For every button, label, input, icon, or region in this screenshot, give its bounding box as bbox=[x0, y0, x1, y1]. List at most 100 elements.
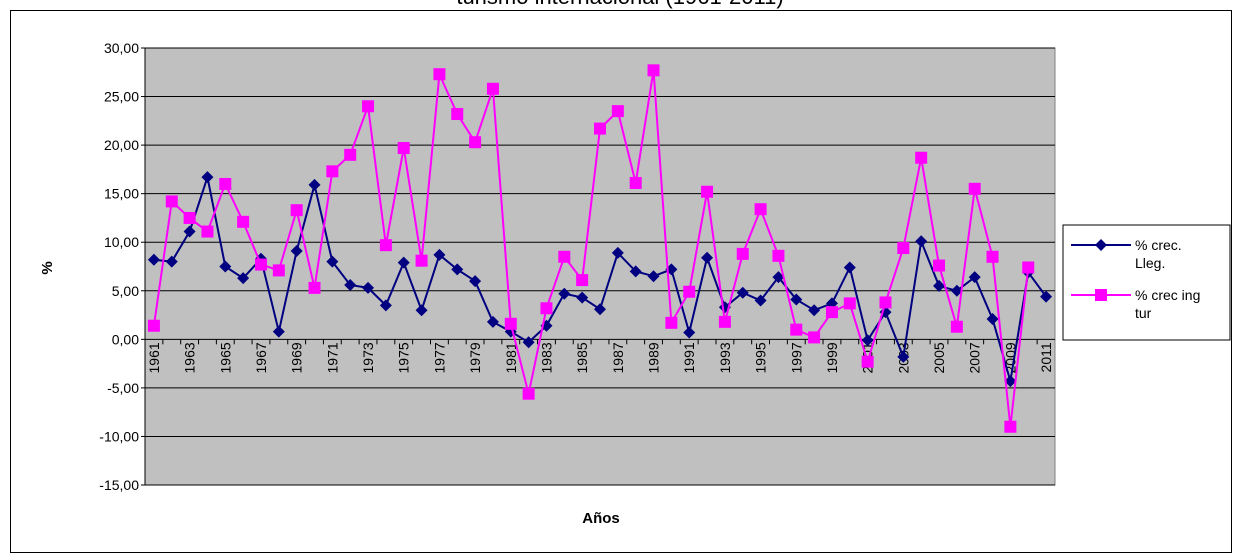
marker-square bbox=[576, 274, 589, 287]
x-tick-label: 1977 bbox=[431, 342, 447, 373]
marker-square bbox=[861, 355, 874, 368]
marker-diamond bbox=[326, 255, 339, 268]
marker-diamond bbox=[1040, 290, 1053, 303]
x-tick-label: 2011 bbox=[1038, 342, 1054, 372]
marker-square bbox=[665, 316, 678, 329]
marker-diamond bbox=[683, 326, 696, 339]
y-tick-label: 15,00 bbox=[104, 186, 139, 202]
x-tick-label: 1993 bbox=[717, 342, 733, 373]
marker-diamond bbox=[469, 275, 482, 288]
marker-diamond bbox=[701, 251, 714, 264]
marker-square bbox=[790, 323, 803, 336]
marker-diamond bbox=[397, 256, 410, 269]
marker-square bbox=[522, 387, 535, 400]
x-tick-label: 1981 bbox=[503, 342, 519, 373]
chart-title: turismo internacional (1961-2011) bbox=[456, 0, 783, 9]
marker-diamond bbox=[308, 178, 321, 191]
marker-diamond bbox=[558, 287, 571, 300]
marker-diamond bbox=[861, 334, 874, 347]
marker-diamond bbox=[772, 271, 785, 284]
marker-square bbox=[469, 136, 482, 149]
x-axis-label: Años bbox=[582, 510, 620, 527]
marker-square bbox=[736, 247, 749, 260]
y-tick-label: 30,00 bbox=[104, 40, 139, 56]
marker-diamond bbox=[433, 248, 446, 261]
x-tick-label: 1983 bbox=[538, 342, 554, 373]
marker-diamond bbox=[451, 263, 464, 276]
y-axis-label: % bbox=[39, 261, 56, 274]
marker-diamond bbox=[486, 315, 499, 328]
marker-diamond bbox=[272, 325, 285, 338]
marker-square bbox=[843, 297, 856, 310]
plot-area bbox=[144, 47, 1056, 486]
y-tick-label: 0,00 bbox=[112, 331, 139, 347]
marker-diamond bbox=[183, 225, 196, 238]
marker-square bbox=[825, 306, 838, 319]
marker-square bbox=[879, 296, 892, 309]
x-tick-label: 2007 bbox=[967, 342, 983, 373]
marker-square bbox=[1004, 420, 1017, 433]
x-tick-label: 1989 bbox=[646, 342, 662, 373]
x-tick-label: 1963 bbox=[182, 342, 198, 373]
legend-marker bbox=[1095, 239, 1107, 251]
marker-square bbox=[611, 105, 624, 118]
marker-diamond bbox=[790, 293, 803, 306]
marker-diamond bbox=[897, 350, 910, 363]
marker-square bbox=[344, 148, 357, 161]
x-tick-label: 2005 bbox=[931, 342, 947, 373]
marker-diamond bbox=[986, 312, 999, 325]
marker-diamond bbox=[950, 284, 963, 297]
x-tick-label: 1991 bbox=[681, 342, 697, 373]
marker-square bbox=[647, 64, 660, 77]
x-tick-label: 1967 bbox=[253, 342, 269, 373]
marker-diamond bbox=[165, 255, 178, 268]
legend-box bbox=[1062, 224, 1231, 341]
marker-square bbox=[808, 331, 821, 344]
marker-square bbox=[540, 302, 553, 315]
marker-square bbox=[950, 320, 963, 333]
marker-diamond bbox=[968, 271, 981, 284]
marker-square bbox=[933, 259, 946, 272]
marker-diamond bbox=[147, 253, 160, 266]
x-tick-label: 1985 bbox=[574, 342, 590, 373]
marker-diamond bbox=[594, 303, 606, 316]
marker-square bbox=[397, 142, 410, 155]
marker-square bbox=[254, 258, 267, 271]
legend-marker bbox=[1095, 289, 1107, 301]
marker-diamond bbox=[915, 235, 928, 248]
marker-square bbox=[219, 177, 232, 190]
x-tick-label: 1987 bbox=[610, 342, 626, 373]
marker-square bbox=[486, 82, 499, 95]
marker-diamond bbox=[933, 279, 946, 292]
marker-square bbox=[362, 100, 375, 113]
marker-square bbox=[451, 108, 464, 121]
marker-diamond bbox=[219, 260, 232, 273]
marker-diamond bbox=[415, 304, 428, 317]
marker-diamond bbox=[736, 286, 749, 299]
marker-square bbox=[504, 317, 517, 330]
marker-square bbox=[237, 215, 250, 228]
marker-square bbox=[1022, 261, 1035, 274]
x-tick-label: 1999 bbox=[824, 342, 840, 373]
marker-diamond bbox=[843, 261, 856, 274]
y-tick-label: -15,00 bbox=[99, 477, 139, 493]
marker-diamond bbox=[237, 272, 250, 285]
series-line bbox=[152, 70, 1030, 427]
marker-square bbox=[968, 182, 981, 195]
marker-square bbox=[594, 122, 606, 135]
marker-diamond bbox=[647, 270, 660, 283]
x-tick-label: 1973 bbox=[360, 342, 376, 373]
marker-diamond bbox=[290, 244, 303, 257]
x-tick-label: 1971 bbox=[324, 342, 340, 373]
x-tick-label: 1979 bbox=[467, 342, 483, 373]
marker-square bbox=[629, 176, 642, 189]
marker-square bbox=[754, 203, 767, 216]
x-tick-label: 1975 bbox=[396, 342, 412, 373]
marker-square bbox=[308, 281, 321, 294]
marker-diamond bbox=[362, 281, 375, 294]
marker-diamond bbox=[808, 304, 821, 317]
marker-square bbox=[272, 264, 285, 277]
legend-label: % crec ing tur bbox=[1135, 287, 1200, 321]
marker-square bbox=[897, 242, 910, 255]
